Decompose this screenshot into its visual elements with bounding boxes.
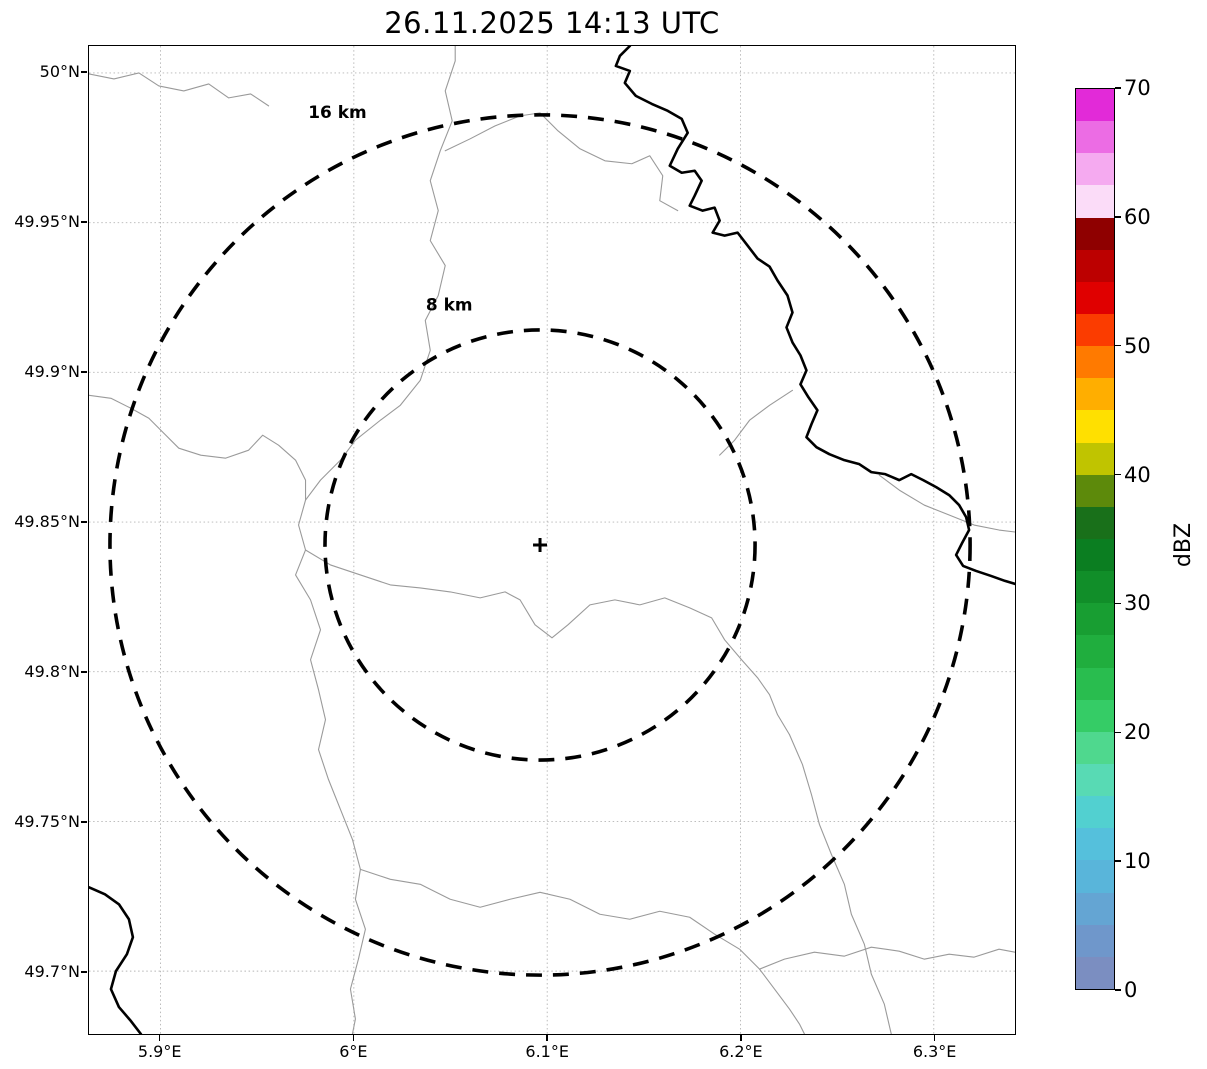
y-tick-label: 50°N bbox=[39, 62, 80, 81]
river-lines bbox=[89, 46, 1015, 1034]
colorbar-tick-mark bbox=[1115, 344, 1121, 347]
y-tick-mark bbox=[81, 971, 87, 973]
colorbar-segment bbox=[1076, 860, 1114, 893]
colorbar-segment bbox=[1076, 828, 1114, 861]
colorbar-segment bbox=[1076, 474, 1114, 507]
x-tick-mark bbox=[158, 1035, 161, 1041]
river-east bbox=[614, 46, 1015, 586]
range-rings bbox=[108, 113, 972, 977]
colorbar-gradient bbox=[1076, 89, 1114, 989]
x-tick-label: 6°E bbox=[339, 1042, 368, 1061]
x-tick-label: 6.3°E bbox=[912, 1042, 957, 1061]
range-ring-16km bbox=[108, 113, 972, 977]
colorbar-segment bbox=[1076, 89, 1114, 122]
y-tick-mark bbox=[81, 371, 87, 373]
colorbar-segment bbox=[1076, 699, 1114, 732]
x-tick-label: 5.9°E bbox=[137, 1042, 182, 1061]
colorbar-tick-label: 50 bbox=[1124, 333, 1151, 358]
colorbar-segment bbox=[1076, 796, 1114, 829]
y-tick-label: 49.9°N bbox=[24, 362, 80, 381]
grid-lines bbox=[89, 46, 1015, 1034]
colorbar-tick-label: 70 bbox=[1124, 76, 1151, 100]
colorbar-segment bbox=[1076, 121, 1114, 154]
x-tick-mark bbox=[740, 1035, 742, 1041]
colorbar-segment bbox=[1076, 763, 1114, 797]
colorbar-tick-label: 10 bbox=[1124, 849, 1151, 874]
x-tick-label: 6.1°E bbox=[525, 1042, 569, 1061]
x-tick-label: 6.2°E bbox=[719, 1042, 763, 1061]
colorbar-segment bbox=[1076, 571, 1114, 604]
colorbar-segment bbox=[1076, 892, 1114, 925]
colorbar-label: dBZ bbox=[1171, 522, 1196, 568]
y-tick-mark bbox=[81, 221, 87, 223]
colorbar-segment bbox=[1076, 281, 1114, 314]
x-tick-mark bbox=[352, 1035, 355, 1041]
colorbar-tick-mark bbox=[1115, 989, 1121, 991]
colorbar-segment bbox=[1076, 924, 1114, 957]
colorbar-segment bbox=[1076, 378, 1114, 411]
range-ring-inner-label: 8 km bbox=[426, 294, 473, 314]
colorbar-segment bbox=[1076, 538, 1114, 572]
range-ring-outer-label: 16 km bbox=[308, 102, 366, 122]
colorbar-segment bbox=[1076, 410, 1114, 443]
colorbar-segment bbox=[1076, 667, 1114, 700]
colorbar-segment bbox=[1076, 956, 1114, 989]
y-tick-mark bbox=[81, 821, 87, 823]
y-tick-mark bbox=[81, 71, 87, 73]
colorbar-tick-label: 20 bbox=[1124, 720, 1151, 745]
colorbar-tick-mark bbox=[1115, 860, 1121, 862]
colorbar bbox=[1075, 88, 1115, 990]
colorbar-tick-mark bbox=[1115, 473, 1121, 476]
colorbar-segment bbox=[1076, 346, 1114, 379]
colorbar-tick-mark bbox=[1115, 216, 1121, 218]
colorbar-tick-mark bbox=[1115, 731, 1121, 734]
y-tick-label: 49.85°N bbox=[14, 512, 80, 531]
colorbar-segment bbox=[1076, 153, 1114, 186]
y-tick-mark bbox=[81, 521, 87, 523]
colorbar-tick-mark bbox=[1115, 87, 1121, 89]
y-tick-mark bbox=[81, 671, 87, 673]
river-southwest bbox=[89, 885, 143, 1034]
colorbar-segment bbox=[1076, 313, 1114, 347]
x-tick-mark bbox=[933, 1035, 936, 1041]
colorbar-tick-label: 40 bbox=[1124, 462, 1151, 487]
y-tick-label: 49.75°N bbox=[14, 812, 80, 831]
colorbar-tick-label: 60 bbox=[1124, 204, 1151, 229]
y-tick-label: 49.95°N bbox=[14, 212, 80, 231]
y-tick-label: 49.8°N bbox=[24, 662, 80, 681]
y-tick-label: 49.7°N bbox=[24, 962, 80, 981]
colorbar-segment bbox=[1076, 731, 1114, 764]
colorbar-segment bbox=[1076, 603, 1114, 636]
map-svg: 16 km 8 km bbox=[89, 46, 1015, 1034]
colorbar-tick-label: 30 bbox=[1124, 591, 1151, 616]
colorbar-segment bbox=[1076, 185, 1114, 218]
colorbar-segment bbox=[1076, 217, 1114, 250]
boundary-lines bbox=[89, 46, 1015, 1034]
figure-title: 26.11.2025 14:13 UTC bbox=[384, 6, 720, 40]
colorbar-tick-label: 0 bbox=[1124, 978, 1138, 1002]
colorbar-segment bbox=[1076, 249, 1114, 282]
map-plot: 16 km 8 km bbox=[88, 45, 1016, 1035]
x-tick-mark bbox=[546, 1035, 548, 1041]
colorbar-segment bbox=[1076, 635, 1114, 668]
range-ring-8km bbox=[323, 328, 757, 762]
radar-center-marker bbox=[533, 538, 548, 552]
colorbar-segment bbox=[1076, 442, 1114, 475]
colorbar-tick-mark bbox=[1115, 602, 1121, 605]
colorbar-segment bbox=[1076, 506, 1114, 539]
